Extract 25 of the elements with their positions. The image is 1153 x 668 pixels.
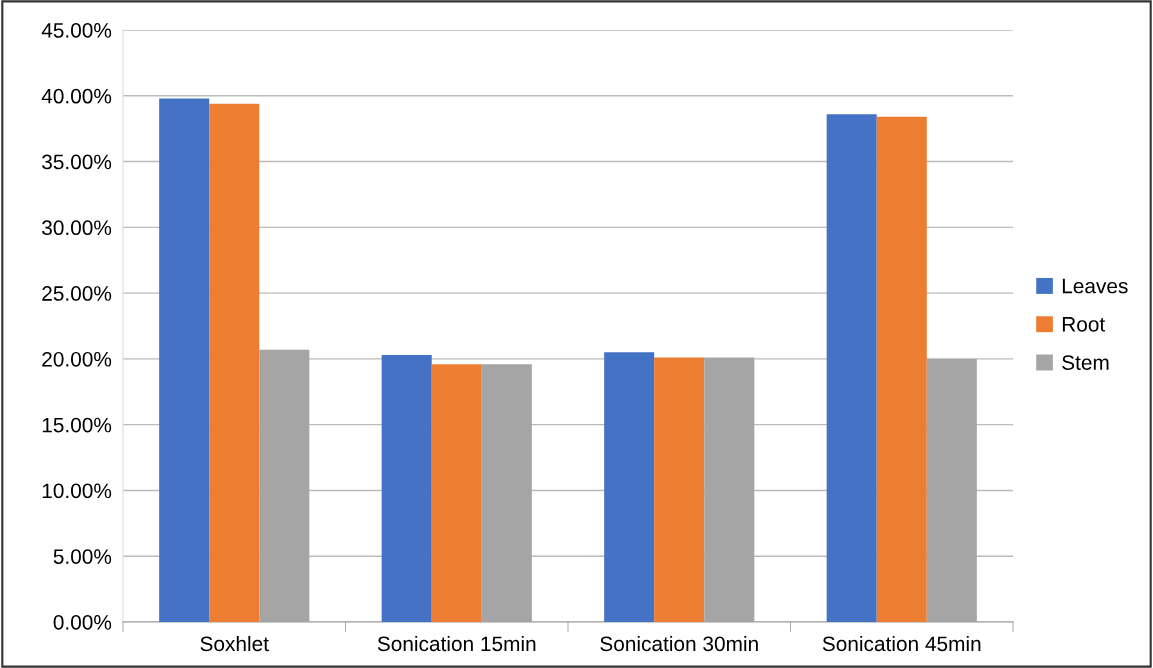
x-tick-label: Sonication 30min — [600, 635, 758, 652]
y-tick-label: 15.00% — [42, 417, 112, 433]
x-tick-label: Soxhlet — [200, 635, 269, 652]
legend-label: Stem — [1062, 355, 1109, 370]
x-tick-label: Sonication 15min — [377, 635, 536, 652]
bar — [876, 116, 927, 622]
bar — [431, 364, 482, 622]
bar — [159, 98, 210, 622]
bar — [654, 357, 705, 622]
y-tick-label: 45.00% — [41, 23, 112, 38]
bar — [381, 354, 432, 622]
y-tick-label: 10.00% — [42, 483, 112, 499]
y-tick-label: 35.00% — [42, 154, 112, 170]
y-tick-label: 25.00% — [42, 286, 112, 301]
x-tick-label: Sonication 45min — [822, 635, 981, 652]
y-tick-label: 30.00% — [42, 220, 112, 236]
y-tick-label: 0.00% — [53, 615, 112, 630]
bar — [826, 114, 877, 622]
bar — [604, 352, 655, 622]
legend-label: Leaves — [1062, 278, 1128, 294]
bar — [209, 103, 260, 622]
legend-label: Root — [1062, 317, 1106, 332]
y-tick-label: 20.00% — [42, 351, 112, 367]
y-tick-label: 40.00% — [41, 88, 112, 104]
y-tick-label: 5.00% — [53, 549, 112, 564]
